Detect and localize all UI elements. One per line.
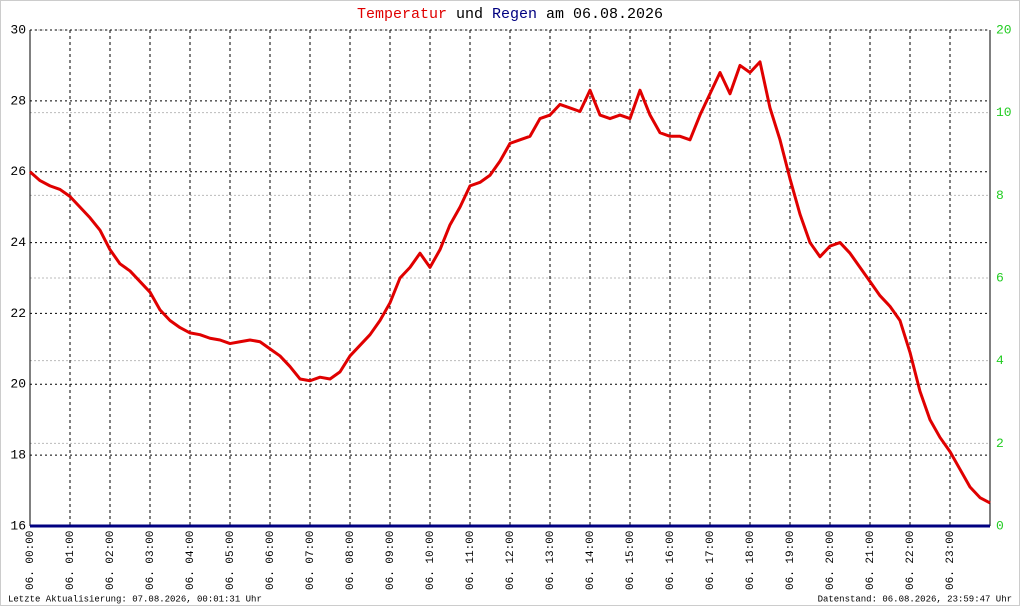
y-tick-label: 24 [10, 235, 26, 250]
footer-right: Datenstand: 06.08.2026, 23:59:47 Uhr [818, 594, 1012, 604]
x-tick-label: 06. 03:00 [145, 531, 157, 590]
x-tick-label: 06. 04:00 [185, 531, 197, 590]
x-tick-label: 06. 12:00 [505, 531, 517, 590]
x-tick-label: 06. 01:00 [65, 531, 77, 590]
y-tick-label: 30 [10, 22, 26, 37]
y-tick-label: 28 [10, 93, 26, 108]
x-tick-label: 06. 20:00 [825, 531, 837, 590]
x-tick-label: 06. 21:00 [865, 531, 877, 590]
y-tick-label: 22 [10, 306, 26, 321]
x-tick-label: 06. 08:00 [345, 531, 357, 590]
footer-left: Letzte Aktualisierung: 07.08.2026, 00:01… [8, 594, 262, 604]
x-tick-label: 06. 00:00 [25, 531, 37, 590]
title-series-1: Regen [492, 6, 537, 23]
x-tick-label: 06. 19:00 [785, 531, 797, 590]
x-tick-label: 06. 06:00 [265, 531, 277, 590]
y2-tick-label: 2 [996, 436, 1004, 451]
x-tick-label: 06. 22:00 [905, 531, 917, 590]
y2-tick-label: 0 [996, 518, 1004, 533]
x-tick-label: 06. 17:00 [705, 531, 717, 590]
x-tick-label: 06. 18:00 [745, 531, 757, 590]
title-series-0: Temperatur [357, 6, 447, 23]
x-tick-label: 06. 05:00 [225, 531, 237, 590]
x-tick-label: 06. 10:00 [425, 531, 437, 590]
y-tick-label: 18 [10, 448, 26, 463]
x-tick-label: 06. 15:00 [625, 531, 637, 590]
series-line [29, 60, 991, 505]
title-date: am 06.08.2026 [546, 6, 663, 23]
x-tick-label: 06. 23:00 [945, 531, 957, 590]
y2-tick-label: 6 [996, 270, 1004, 285]
y2-tick-label: 20 [996, 22, 1012, 37]
chart-title: Temperatur und Regen am 06.08.2026 [357, 6, 663, 23]
y2-tick-label: 8 [996, 188, 1004, 203]
x-tick-label: 06. 13:00 [545, 531, 557, 590]
y-tick-label: 20 [10, 377, 26, 392]
x-tick-label: 06. 14:00 [585, 531, 597, 590]
y-tick-label: 16 [10, 518, 26, 533]
x-tick-label: 06. 16:00 [665, 531, 677, 590]
title-connector: und [456, 6, 483, 23]
x-tick-label: 06. 02:00 [105, 531, 117, 590]
x-tick-label: 06. 09:00 [385, 531, 397, 590]
y-tick-label: 26 [10, 164, 26, 179]
y2-tick-label: 10 [996, 105, 1012, 120]
y2-tick-label: 4 [996, 353, 1004, 368]
x-tick-label: 06. 11:00 [465, 531, 477, 590]
x-tick-label: 06. 07:00 [305, 531, 317, 590]
